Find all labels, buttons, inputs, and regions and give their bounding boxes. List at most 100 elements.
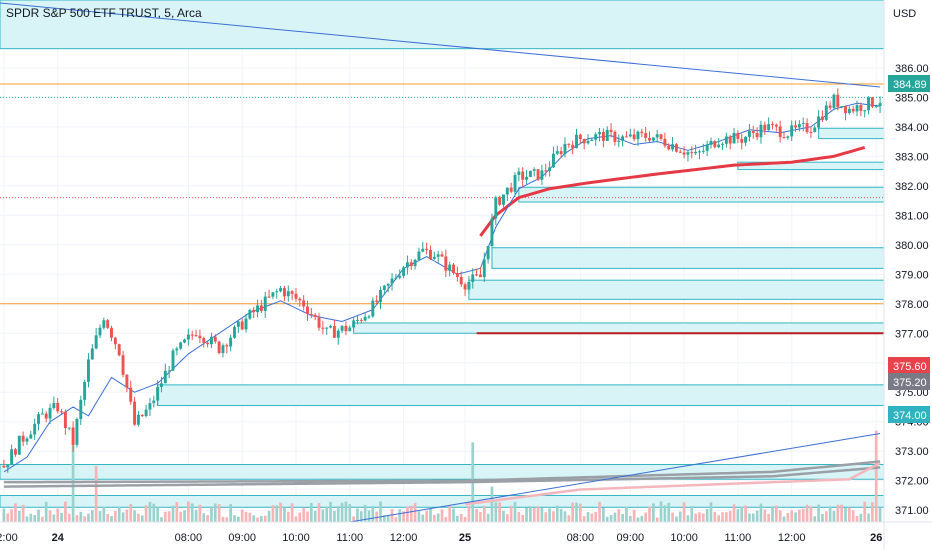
volume-bar: [190, 503, 194, 522]
candle-body: [790, 125, 794, 137]
candle: [728, 135, 732, 150]
level-a-badge: 375.60: [888, 357, 930, 374]
volume-bar: [874, 430, 878, 522]
candle-body: [233, 326, 236, 338]
candle: [640, 128, 644, 138]
volume-bar: [233, 515, 236, 522]
candle-body: [640, 131, 644, 134]
candle-body: [309, 313, 313, 315]
candle: [709, 137, 713, 149]
candle: [394, 273, 398, 281]
candle-body: [532, 169, 536, 171]
volume-bar: [240, 509, 244, 522]
volume-bar: [429, 508, 432, 522]
currency-label: USD: [893, 8, 916, 20]
volume-bar: [602, 507, 605, 522]
candle: [306, 300, 309, 321]
candle: [225, 343, 229, 354]
candle: [567, 143, 571, 148]
candle-body: [759, 124, 763, 138]
candle-body: [163, 370, 167, 384]
candle: [386, 283, 390, 293]
volume-bar: [859, 513, 863, 522]
volume-bar: [544, 512, 548, 522]
candle-body: [840, 106, 844, 108]
candle-body: [455, 273, 459, 278]
candle: [694, 144, 698, 155]
candle: [452, 262, 455, 275]
candle: [106, 318, 110, 329]
candle: [867, 96, 871, 115]
candle-body: [705, 144, 709, 151]
volume-bar: [229, 504, 232, 522]
volume-bar: [79, 511, 83, 522]
volume-bar: [390, 509, 394, 522]
candle: [217, 340, 221, 355]
candle: [298, 297, 302, 307]
candle-body: [56, 402, 60, 412]
candle-body: [836, 94, 840, 108]
candle: [279, 285, 283, 293]
y-tick-label: 385.00: [895, 92, 929, 104]
volume-bar: [371, 505, 375, 522]
zone-rect: [0, 494, 885, 508]
candle: [832, 93, 836, 110]
candle-body: [728, 136, 732, 144]
candle-body: [778, 126, 782, 138]
volume-bar: [705, 508, 709, 522]
candle-body: [832, 94, 836, 108]
candle-body: [452, 264, 455, 274]
candle-body: [682, 152, 686, 155]
candle: [359, 318, 363, 324]
candle: [13, 447, 17, 457]
candle-body: [767, 124, 771, 131]
candle: [744, 136, 748, 147]
volume-ascending-line: [349, 433, 881, 523]
candle-body: [344, 325, 348, 332]
candle-body: [736, 132, 740, 139]
candle-body: [394, 277, 398, 279]
candle: [140, 414, 144, 417]
candle: [110, 325, 113, 342]
candle: [690, 146, 694, 159]
candle: [609, 123, 613, 138]
candle: [813, 125, 817, 133]
candle: [509, 182, 513, 194]
candle: [33, 418, 37, 440]
candle-body: [417, 251, 421, 260]
candle-body: [755, 132, 759, 138]
candle: [87, 353, 90, 388]
candle-body: [797, 124, 801, 128]
volume-bar: [152, 503, 156, 522]
volume-bar: [786, 512, 790, 522]
candle: [455, 266, 459, 282]
candle: [375, 295, 379, 304]
candle: [332, 320, 336, 338]
candle: [363, 312, 367, 322]
volume-bar: [586, 511, 590, 522]
candle: [240, 318, 244, 331]
candle-body: [33, 423, 37, 435]
volume-bar: [525, 507, 528, 522]
candle-body: [586, 141, 590, 144]
volume-bar: [267, 510, 271, 522]
candle-body: [817, 116, 821, 128]
candle-body: [632, 134, 636, 140]
volume-bar: [817, 504, 820, 522]
candle-body: [209, 336, 213, 345]
volume-bar: [402, 511, 405, 522]
candle: [236, 320, 240, 333]
time-axis-bg: [0, 522, 932, 550]
x-tick-label: 25: [459, 532, 471, 544]
candle: [651, 137, 655, 142]
candle-body: [694, 151, 698, 154]
candle-body: [513, 175, 517, 192]
x-tick-label: 11:00: [725, 532, 752, 544]
volume-bar: [590, 513, 594, 522]
candle: [782, 132, 786, 139]
candle: [160, 376, 163, 393]
candle-body: [651, 137, 655, 141]
volume-bar: [836, 504, 840, 522]
